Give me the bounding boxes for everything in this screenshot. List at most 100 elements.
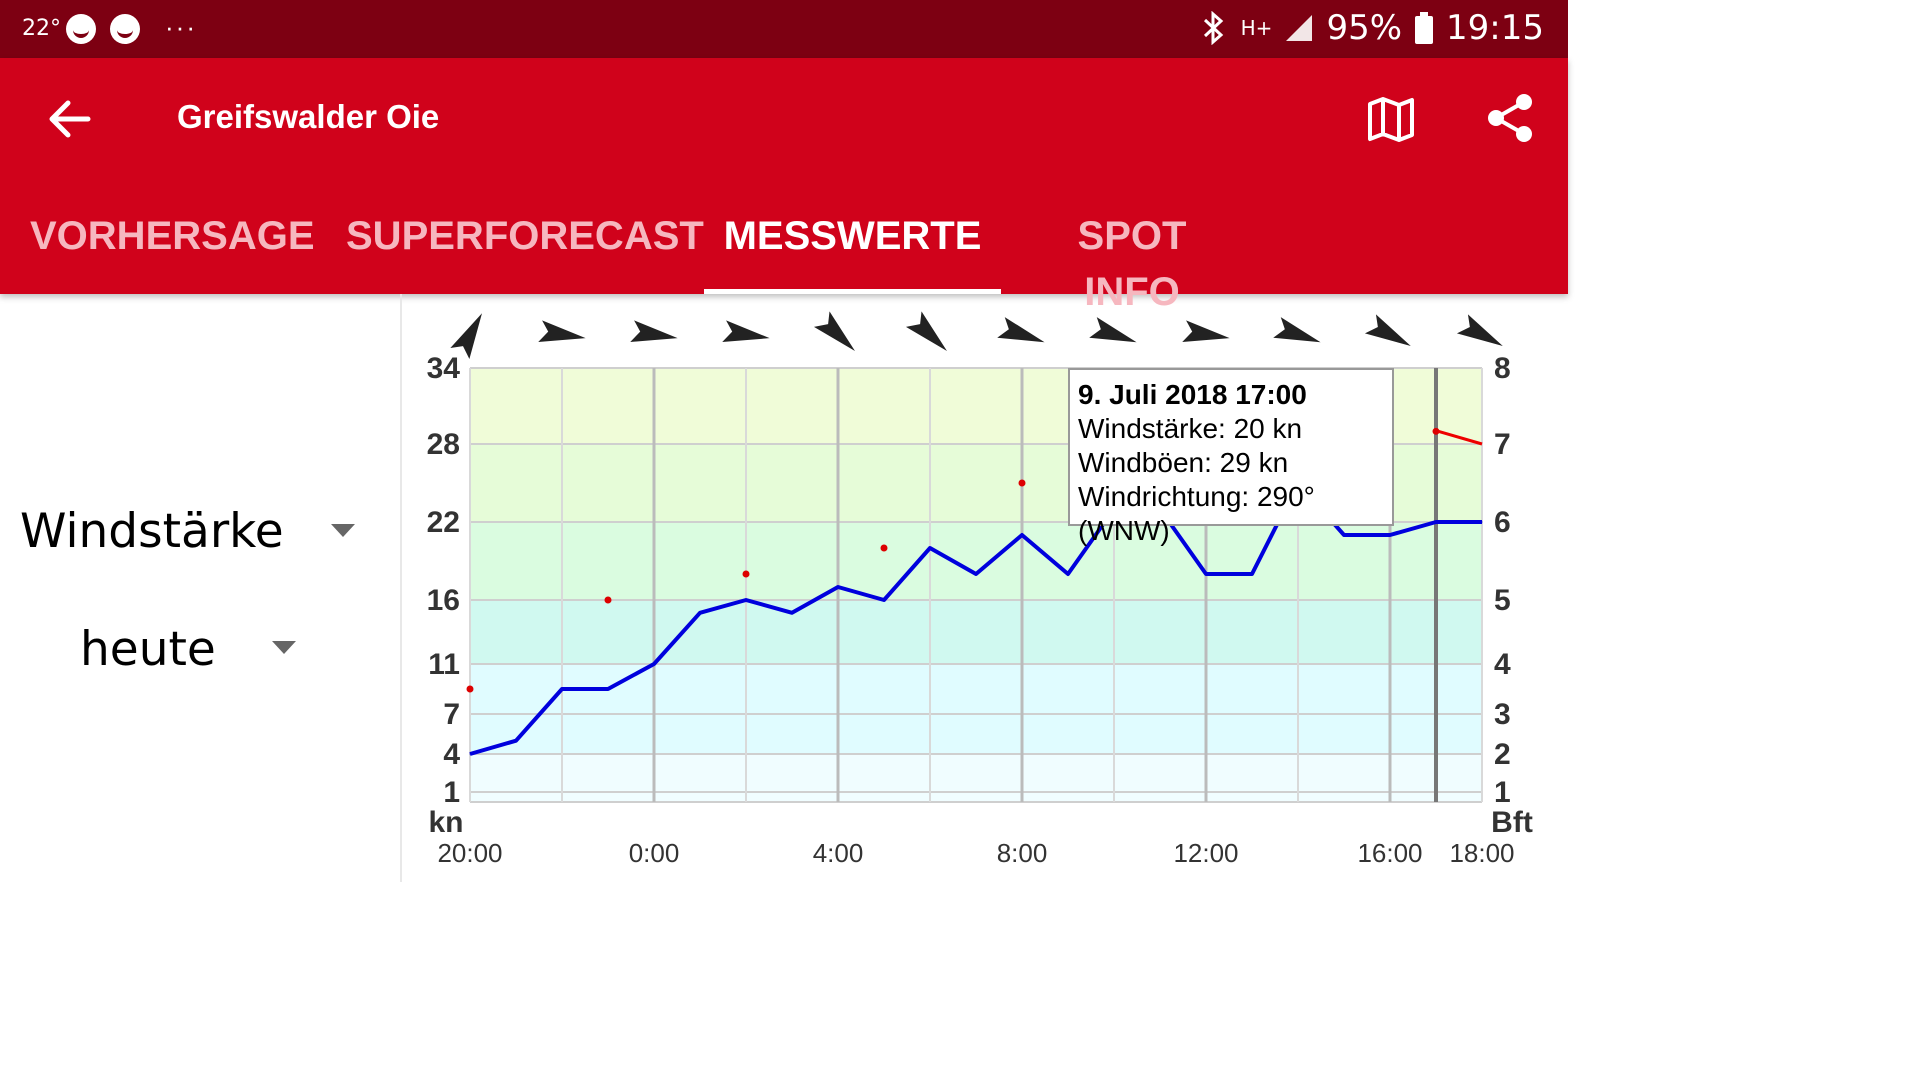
y-left-tick-label: 28 [427, 428, 460, 461]
network-type: H+ [1240, 16, 1273, 40]
wind-speed-point [1021, 534, 1023, 536]
wind-speed-point [883, 599, 885, 601]
y-left-tick-label: 16 [427, 584, 460, 617]
period-select-value: heute [80, 622, 216, 677]
y-right-tick-label: 8 [1494, 352, 1511, 385]
y-right-tick-label: 2 [1494, 738, 1511, 771]
arrow-left-icon[interactable] [44, 94, 94, 144]
wind-gust-point [742, 570, 750, 578]
wind-speed-point [653, 663, 655, 665]
chart-band [470, 600, 1482, 664]
wind-speed-point [929, 547, 931, 549]
tab-messwerte[interactable]: MESSWERTE [704, 208, 1001, 294]
y-left-tick-label: 11 [428, 648, 460, 681]
battery-icon [1415, 12, 1434, 44]
wind-gust-point [880, 544, 888, 552]
y-right-tick-label: 6 [1494, 506, 1511, 539]
wind-speed-point [607, 688, 609, 690]
wind-speed-point [1067, 573, 1069, 575]
map-icon[interactable] [1366, 94, 1416, 144]
tooltip-wind-gusts: Windböen: 29 kn [1078, 447, 1289, 478]
chevron-down-icon [272, 641, 296, 654]
tab-spot-info[interactable]: SPOT INFO [1077, 214, 1187, 314]
wind-speed-point [515, 740, 517, 742]
bluetooth-icon [1203, 11, 1223, 45]
y-left-unit-label: kn [428, 806, 463, 839]
chart-band [470, 522, 1482, 600]
x-tick-label: 8:00 [997, 838, 1048, 868]
battery-percent: 95% [1326, 8, 1403, 48]
y-left-tick-label: 7 [443, 698, 460, 731]
y-right-tick-label: 4 [1494, 648, 1511, 681]
chart-band [470, 754, 1482, 802]
face-icon [66, 14, 96, 44]
y-right-tick-label: 5 [1494, 584, 1511, 617]
app-bar: Greifswalder Oie VORHERSAGE SUPERFORECAS… [0, 58, 1568, 314]
x-tick-label: 12:00 [1173, 838, 1238, 868]
wind-direction-arrow [630, 320, 678, 342]
y-right-tick-label: 1 [1494, 776, 1511, 809]
tab-bar: VORHERSAGE SUPERFORECAST MESSWERTE SPOT … [0, 208, 1568, 314]
wind-gust-point [604, 596, 612, 604]
x-tick-label: 4:00 [813, 838, 864, 868]
y-left-tick-label: 1 [443, 776, 460, 809]
y-left-tick-label: 22 [427, 506, 460, 539]
tooltip-title: 9. Juli 2018 17:00 [1078, 379, 1307, 410]
x-tick-label: 0:00 [629, 838, 680, 868]
wind-speed-point [791, 612, 793, 614]
y-right-unit-label: Bft [1491, 806, 1533, 839]
tab-vorhersage[interactable]: VORHERSAGE [30, 214, 315, 258]
wind-direction-arrow [450, 313, 482, 360]
chevron-down-icon [331, 524, 355, 537]
wind-chart[interactable]: 1 4 7 11 16 22 28 34 kn 1 2 3 4 5 6 7 8 Bft 20:00 0:00 4:00 8… [404, 296, 1568, 882]
wind-speed-point [837, 586, 839, 588]
y-left-tick-label: 4 [443, 738, 460, 771]
wind-direction-arrow [813, 311, 855, 351]
wind-gust-point [1432, 427, 1440, 435]
wind-gust-point [1018, 479, 1026, 487]
wind-direction-arrow [1273, 317, 1321, 343]
wind-speed-point [975, 573, 977, 575]
status-bar: 22° ··· H+ 95% 19:15 [0, 0, 1568, 58]
x-tick-label: 18:00 [1449, 838, 1514, 868]
wind-speed-point [1205, 573, 1207, 575]
y-right-tick-label: 7 [1494, 428, 1511, 461]
wind-speed-point [469, 753, 471, 755]
wind-direction-arrow [905, 311, 947, 351]
wind-speed-point [561, 688, 563, 690]
x-tick-label: 16:00 [1357, 838, 1422, 868]
page-title: Greifswalder Oie [177, 98, 440, 135]
wind-direction-arrow [1456, 314, 1503, 346]
tab-superforecast[interactable]: SUPERFORECAST [346, 214, 704, 258]
signal-icon [1286, 15, 1313, 41]
temperature-text: 22° [22, 16, 61, 41]
tooltip-wind-direction: Windrichtung: 290° (WNW) [1078, 481, 1315, 546]
wind-speed-point [1251, 573, 1253, 575]
face-icon [110, 14, 140, 44]
wind-direction-arrow [1182, 320, 1230, 342]
wind-direction-arrow [538, 320, 586, 342]
parameter-select-value: Windstärke [20, 504, 284, 559]
y-right-tick-label: 3 [1494, 698, 1511, 731]
wind-speed-point [699, 612, 701, 614]
wind-direction-arrow [1089, 317, 1137, 343]
wind-direction-arrow [997, 317, 1045, 343]
chart-band [470, 664, 1482, 754]
wind-speed-point [1389, 534, 1391, 536]
more-notifications: ··· [165, 12, 197, 42]
wind-speed-point [1481, 521, 1483, 523]
wind-speed-point [1435, 521, 1437, 523]
wind-direction-arrow [1364, 314, 1411, 346]
status-icons: H+ 95% 19:15 [1199, 8, 1544, 48]
settings-panel: Windstärke heute [0, 294, 402, 882]
x-tick-label: 20:00 [437, 838, 502, 868]
wind-speed-point [745, 599, 747, 601]
y-left-tick-label: 34 [427, 352, 461, 385]
clock: 19:15 [1446, 8, 1544, 48]
wind-speed-point [1343, 534, 1345, 536]
share-icon[interactable] [1484, 92, 1536, 144]
wind-direction-arrow [722, 320, 770, 342]
wind-gust-point [466, 685, 474, 693]
tooltip-wind-speed: Windstärke: 20 kn [1078, 413, 1303, 444]
chart-tooltip: 9. Juli 2018 17:00 Windstärke: 20 kn Win… [1068, 368, 1394, 546]
